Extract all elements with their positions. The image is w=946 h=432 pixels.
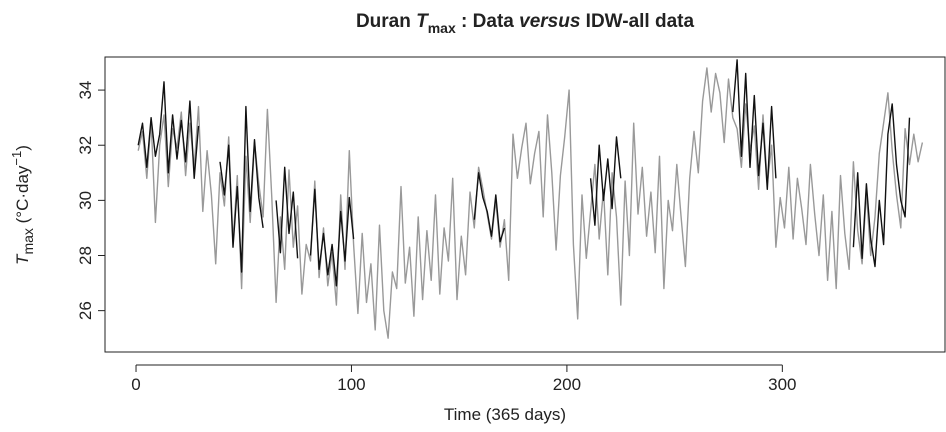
y-tick-label: 32 — [76, 136, 95, 155]
y-label-part: ) — [13, 145, 32, 151]
y-tick-label: 34 — [76, 81, 95, 100]
x-tick-label: 200 — [553, 375, 581, 394]
title-part: IDW-all data — [580, 11, 694, 32]
y-tick-label: 28 — [76, 246, 95, 265]
plot-frame — [104, 56, 946, 353]
y-tick-label: 30 — [76, 191, 95, 210]
y-tick-label: 26 — [76, 301, 95, 320]
y-label-part: max — [20, 228, 36, 254]
series-line — [137, 59, 911, 287]
y-label-part: (°C·day — [13, 165, 32, 228]
x-tick-label: 300 — [768, 375, 796, 394]
y-axis-label: Tmax (°C·day−1) — [9, 145, 36, 265]
x-tick-label: 0 — [131, 375, 140, 394]
series-line — [137, 67, 924, 339]
x-tick-label: 100 — [337, 375, 365, 394]
title-part: Duran — [356, 11, 416, 32]
title-part: T — [416, 11, 429, 32]
chart-title: Duran Tmax : Data versus IDW-all data — [356, 11, 695, 36]
title-part: max — [428, 20, 456, 36]
title-part: : Data — [456, 11, 519, 32]
title-part: versus — [519, 11, 580, 32]
x-axis-label: Time (365 days) — [444, 405, 566, 424]
y-label-part: −1 — [9, 151, 24, 166]
y-label-part: T — [13, 253, 32, 265]
